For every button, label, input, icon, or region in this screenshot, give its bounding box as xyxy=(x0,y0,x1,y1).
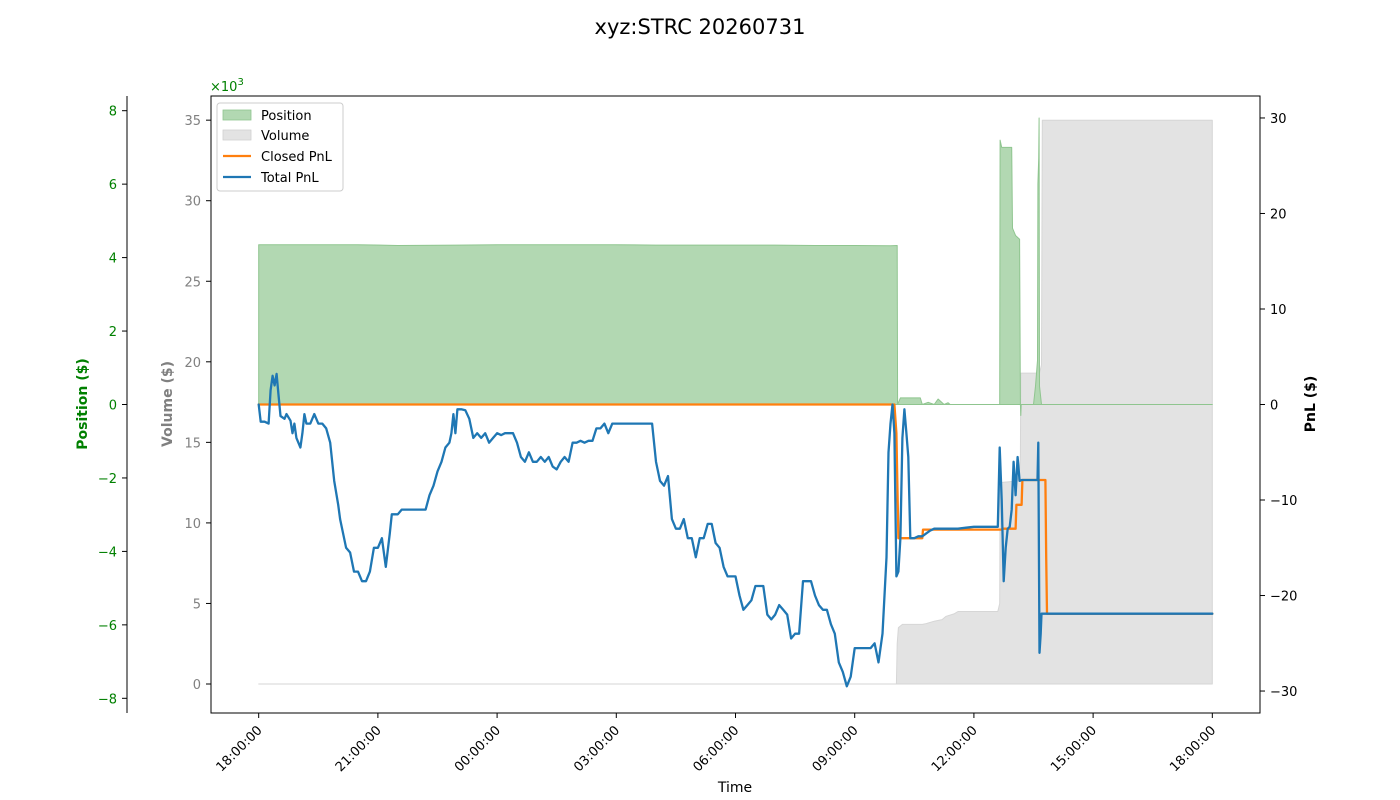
position-tick-label: 6 xyxy=(109,178,117,193)
legend-total-pnl-label: Total PnL xyxy=(260,171,319,186)
position-tick-label: −6 xyxy=(98,619,117,634)
volume-tick-label: 0 xyxy=(193,678,201,693)
legend-volume-swatch xyxy=(222,129,252,141)
pnl-tick-label: 10 xyxy=(1270,303,1287,318)
position-tick-label: 8 xyxy=(109,105,117,120)
chart-title: xyz:STRC 20260731 xyxy=(595,15,806,39)
position-tick-label: −8 xyxy=(98,692,117,707)
position-tick-label: 4 xyxy=(109,252,117,267)
legend-position-label: Position xyxy=(261,109,312,124)
legend: Position Volume Closed PnL Total PnL xyxy=(216,102,344,192)
pnl-tick-label: −30 xyxy=(1270,685,1297,700)
position-tick-label: −2 xyxy=(98,472,117,487)
position-tick-label: 0 xyxy=(109,399,117,414)
pnl-tick-label: −10 xyxy=(1270,494,1297,509)
volume-area xyxy=(258,119,1213,685)
position-axis-label: Position ($) xyxy=(75,358,91,450)
pnl-tick-label: 20 xyxy=(1270,207,1287,222)
volume-tick-label: 15 xyxy=(184,436,201,451)
legend-box xyxy=(216,102,344,192)
volume-tick-label: 5 xyxy=(193,597,201,612)
pnl-tick-label: 30 xyxy=(1270,112,1287,127)
volume-tick-label: 35 xyxy=(184,114,201,129)
volume-tick-label: 25 xyxy=(184,275,201,290)
pnl-axis-label: PnL ($) xyxy=(1303,376,1319,433)
pnl-tick-label: −20 xyxy=(1270,590,1297,605)
pnl-tick-label: 0 xyxy=(1270,399,1278,414)
position-axis-ticks: −8 −6 −4 −2 0 2 4 6 8 xyxy=(98,105,127,707)
total-pnl-line xyxy=(257,372,1214,688)
legend-volume-label: Volume xyxy=(261,129,309,144)
volume-tick-label: 30 xyxy=(184,195,201,210)
position-axis-multiplier: ×103 xyxy=(210,77,244,95)
volume-axis-label: Volume ($) xyxy=(160,361,176,447)
volume-tick-label: 20 xyxy=(184,356,201,371)
legend-closed-pnl-label: Closed PnL xyxy=(261,150,333,165)
volume-tick-label: 10 xyxy=(184,517,201,532)
x-axis-label: Time xyxy=(717,780,752,796)
pnl-axis-ticks: −30 −20 −10 0 10 20 30 xyxy=(1260,112,1297,700)
legend-position-swatch xyxy=(222,109,252,121)
series-layer xyxy=(257,117,1214,688)
position-tick-label: 2 xyxy=(109,325,117,340)
volume-axis-ticks: 0 5 10 15 20 25 30 35 xyxy=(184,114,211,693)
position-area xyxy=(258,117,1213,416)
position-tick-label: −4 xyxy=(98,545,117,560)
